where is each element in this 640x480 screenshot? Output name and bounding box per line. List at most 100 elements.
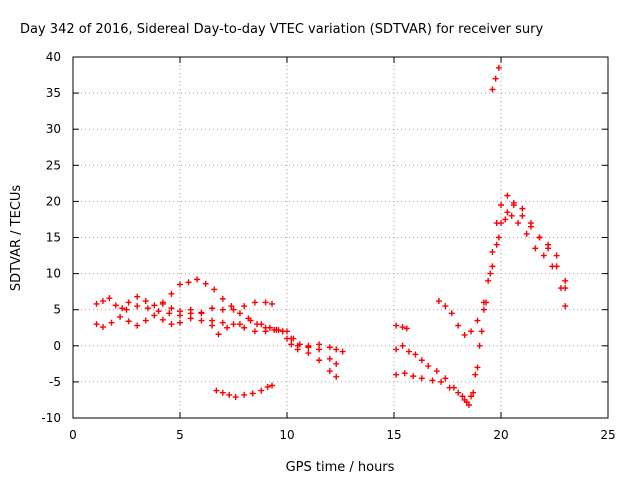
data-point — [232, 394, 239, 401]
data-point — [262, 299, 269, 306]
data-point — [455, 322, 462, 329]
data-point — [508, 212, 515, 219]
data-point — [480, 299, 487, 306]
y-tick-label: 5 — [53, 303, 61, 317]
data-point — [333, 360, 340, 367]
data-point — [144, 305, 151, 312]
data-point — [123, 306, 130, 313]
data-point — [93, 321, 100, 328]
data-point — [142, 317, 149, 324]
data-point — [438, 378, 445, 385]
data-point — [418, 375, 425, 382]
data-point — [393, 346, 400, 353]
data-point — [198, 310, 205, 317]
data-point — [194, 276, 201, 283]
x-tick-label: 25 — [600, 428, 615, 442]
y-tick-label: 15 — [46, 231, 61, 245]
data-point — [489, 263, 496, 270]
data-point — [230, 306, 237, 313]
data-point — [187, 315, 194, 322]
data-point — [562, 277, 569, 284]
data-point — [294, 342, 301, 349]
y-tick-label: -5 — [49, 375, 61, 389]
chart-title: Day 342 of 2016, Sidereal Day-to-day VTE… — [20, 22, 543, 37]
data-point — [519, 212, 526, 219]
x-tick-label: 15 — [386, 428, 401, 442]
data-point — [177, 319, 183, 326]
data-point — [545, 241, 552, 248]
data-point — [399, 342, 406, 349]
data-point — [159, 299, 166, 306]
data-point — [168, 290, 175, 297]
data-point — [442, 303, 449, 310]
data-point — [271, 326, 278, 333]
data-point — [224, 324, 231, 331]
data-point — [236, 321, 243, 328]
data-point — [527, 220, 534, 227]
data-point — [241, 391, 248, 398]
data-point — [401, 370, 408, 377]
data-point — [435, 298, 442, 305]
data-point — [403, 325, 410, 332]
y-tick-label: 0 — [53, 339, 61, 353]
data-point — [219, 319, 226, 326]
data-point — [159, 316, 166, 323]
data-point — [251, 299, 258, 306]
y-tick-label: 20 — [46, 194, 61, 208]
data-point — [412, 351, 419, 358]
data-point — [288, 341, 295, 348]
data-point — [151, 302, 158, 309]
data-point — [461, 331, 468, 338]
data-point — [258, 387, 265, 394]
data-point — [562, 303, 569, 310]
x-axis-label: GPS time / hours — [286, 460, 395, 475]
data-point — [326, 355, 333, 362]
data-point — [465, 402, 472, 409]
data-point — [288, 335, 295, 342]
data-point — [504, 192, 511, 199]
data-point — [106, 295, 113, 302]
data-point — [523, 230, 530, 237]
data-point — [405, 348, 412, 355]
data-point — [219, 306, 226, 313]
data-point — [498, 202, 504, 209]
data-point — [226, 391, 233, 398]
data-point — [489, 86, 496, 93]
data-point — [241, 324, 248, 331]
data-point — [549, 263, 556, 270]
data-point — [99, 324, 106, 331]
data-point — [166, 310, 173, 317]
data-point — [198, 317, 205, 324]
data-point — [262, 324, 269, 331]
y-tick-label: 40 — [46, 50, 61, 64]
data-point — [504, 209, 511, 216]
data-point — [117, 313, 124, 320]
data-point — [305, 350, 312, 357]
data-point — [168, 321, 175, 328]
data-point — [333, 346, 340, 353]
data-point — [410, 373, 417, 380]
data-point — [230, 321, 237, 328]
data-point — [468, 393, 475, 400]
data-point — [495, 64, 502, 71]
data-point — [470, 389, 477, 396]
data-point — [264, 383, 271, 390]
data-point — [305, 344, 312, 351]
data-point — [540, 252, 547, 259]
x-tick-label: 5 — [176, 428, 184, 442]
data-point — [134, 322, 141, 329]
data-point — [155, 308, 162, 315]
data-point — [480, 306, 487, 313]
data-point — [119, 305, 126, 312]
data-point — [474, 364, 481, 371]
data-point — [536, 234, 543, 241]
data-point — [476, 342, 483, 349]
data-point — [209, 305, 216, 312]
data-point — [279, 328, 286, 335]
data-point — [495, 234, 502, 241]
data-point — [485, 277, 492, 284]
data-point — [112, 302, 119, 309]
y-axis-label: SDTVAR / TECUs — [9, 185, 24, 292]
data-point — [209, 317, 216, 324]
